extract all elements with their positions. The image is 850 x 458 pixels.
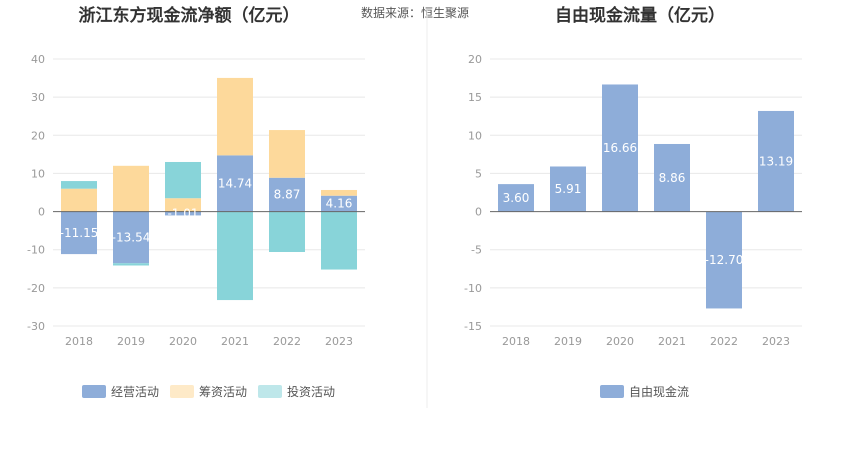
- x-tick-label: 2019: [117, 335, 145, 348]
- x-tick-label: 2020: [606, 335, 634, 348]
- data-label-2021: 8.86: [659, 171, 686, 185]
- x-tick-label: 2022: [710, 335, 738, 348]
- bar-2022-s0: [706, 211, 742, 309]
- x-tick-label: 2018: [65, 335, 93, 348]
- data-label-2019: -13.54: [112, 230, 151, 244]
- y-tick-label: 20: [31, 129, 45, 142]
- bar-2019-s2: [113, 263, 149, 266]
- legend-swatch: [170, 385, 194, 398]
- legend-label: 投资活动: [287, 384, 335, 399]
- bar-2019-s0: [113, 211, 149, 264]
- data-label-2023: 13.19: [759, 154, 793, 168]
- bar-2020-s2: [165, 161, 201, 199]
- bar-2022-s0: [269, 177, 305, 212]
- bar-2021-s0: [217, 155, 253, 212]
- x-tick-label: 2023: [762, 335, 790, 348]
- y-tick-label: -10: [464, 282, 482, 295]
- y-tick-label: 15: [468, 91, 482, 104]
- bar-2023-s0: [758, 110, 794, 212]
- bar-2020-s0: [602, 84, 638, 212]
- y-tick-label: 10: [31, 167, 45, 180]
- x-tick-label: 2019: [554, 335, 582, 348]
- bar-2021-s2: [217, 211, 253, 301]
- y-tick-label: 30: [31, 91, 45, 104]
- legend-swatch: [258, 385, 282, 398]
- y-tick-label: -5: [471, 244, 482, 257]
- left-chart-title: 浙江东方现金流净额（亿元）: [79, 5, 300, 26]
- y-tick-label: -10: [27, 244, 45, 257]
- y-tick-label: -15: [464, 320, 482, 333]
- y-tick-label: -20: [27, 282, 45, 295]
- bar-2020-s1: [165, 198, 201, 212]
- bar-2019-s1: [113, 165, 149, 212]
- bar-2018-s0: [498, 184, 534, 212]
- data-label-2018: -11.15: [60, 226, 99, 240]
- x-tick-label: 2023: [325, 335, 353, 348]
- free-cash-flow-chart: 20 15 10 5 0 -5 -10 -15 3.60 5.91 16.66 8.86 -12.70 1…: [464, 53, 802, 399]
- data-label-2020: 16.66: [603, 141, 637, 155]
- right-chart-title: 自由现金流量（亿元）: [555, 5, 725, 26]
- bar-2022-s1: [269, 130, 305, 178]
- cash-flow-chart: 40 30 20 10 0 -10 -20 -30 -11.15 -13.54 -1.01 14.74…: [27, 53, 365, 399]
- y-tick-label: 40: [31, 53, 45, 66]
- legend-swatch: [600, 385, 624, 398]
- bar-2018-s0: [61, 211, 97, 255]
- bar-2019-s0: [550, 166, 586, 212]
- y-tick-label: 5: [475, 167, 482, 180]
- x-tick-label: 2021: [221, 335, 249, 348]
- data-label-2023: 4.16: [326, 197, 353, 211]
- data-label-2022: 8.87: [274, 188, 301, 202]
- bar-2020-s0: [165, 211, 201, 216]
- data-label-2019: 5.91: [555, 182, 582, 196]
- x-tick-label: 2021: [658, 335, 686, 348]
- bar-2021-s1: [217, 77, 253, 156]
- bar-2023-s1: [321, 189, 357, 196]
- bar-2023-s2: [321, 211, 357, 270]
- x-tick-label: 2020: [169, 335, 197, 348]
- x-tick-label: 2018: [502, 335, 530, 348]
- data-label-2018: 3.60: [503, 191, 530, 205]
- y-tick-label: 0: [38, 206, 45, 219]
- bar-2018-s2: [61, 181, 97, 189]
- y-tick-label: 20: [468, 53, 482, 66]
- data-label-2022: -12.70: [705, 253, 744, 267]
- legend-label: 筹资活动: [199, 385, 247, 399]
- legend-label: 自由现金流: [629, 384, 689, 399]
- y-tick-label: 10: [468, 129, 482, 142]
- bar-2023-s0: [321, 195, 357, 212]
- data-label-2020: -1.01: [167, 206, 198, 220]
- y-tick-label: -30: [27, 320, 45, 333]
- data-label-2021: 14.74: [218, 176, 252, 190]
- data-source-label: 数据来源：恒生聚源: [361, 5, 469, 20]
- legend-swatch: [82, 385, 106, 398]
- bar-2022-s2: [269, 211, 305, 253]
- bar-2021-s0: [654, 143, 690, 212]
- legend-label: 经营活动: [111, 385, 159, 399]
- y-tick-label: 0: [475, 206, 482, 219]
- x-tick-label: 2022: [273, 335, 301, 348]
- bar-2018-s1: [61, 188, 97, 212]
